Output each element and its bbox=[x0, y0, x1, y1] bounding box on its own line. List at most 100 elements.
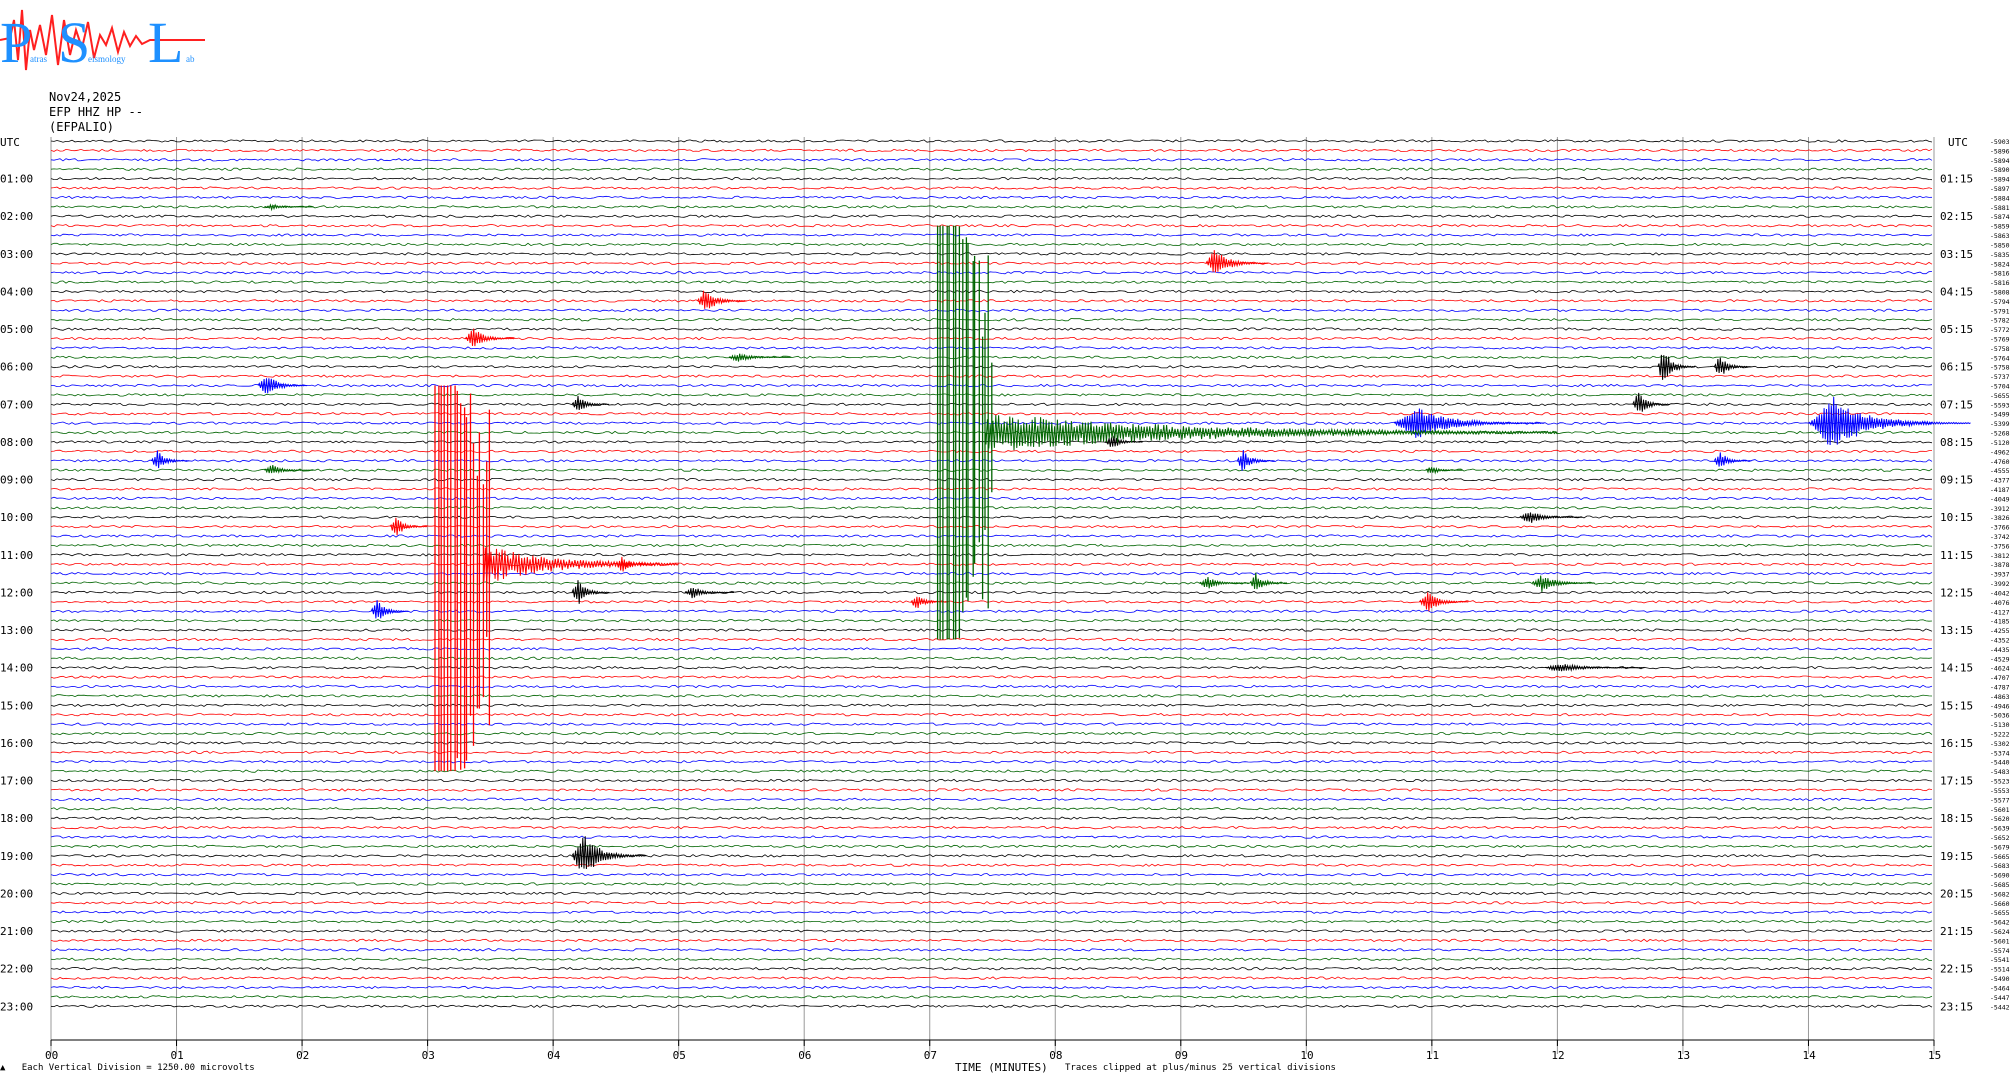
seismic-event bbox=[1531, 575, 1595, 593]
trace-offset-label: -5894 bbox=[1990, 157, 2010, 165]
trace-offset-label: -5835 bbox=[1990, 251, 2010, 259]
psl-logo: P atras S eismology L ab bbox=[0, 9, 205, 75]
hour-label-right: 17:15 bbox=[1940, 775, 1973, 788]
trace-line bbox=[50, 854, 1933, 858]
trace-line bbox=[50, 609, 1933, 613]
date-label: Nov24,2025 bbox=[49, 90, 122, 104]
logo-small-text-1: atras bbox=[30, 54, 47, 64]
trace-line bbox=[50, 684, 1933, 689]
trace-line bbox=[50, 299, 1933, 303]
seismic-event bbox=[1418, 592, 1469, 612]
hour-label-left: 17:00 bbox=[0, 775, 33, 788]
hour-label-right: 18:15 bbox=[1940, 812, 1973, 825]
axis-layer: UTC UTC 01:00 02:00 03:00 04:00 05:00 06:00 07:0… bbox=[0, 136, 2010, 1062]
trace-offset-label: -5374 bbox=[1990, 749, 2010, 757]
trace-offset-label: -4127 bbox=[1990, 608, 2010, 616]
hour-label-right: 21:15 bbox=[1940, 925, 1973, 938]
event-coda bbox=[483, 547, 679, 584]
hour-label-left: 18:00 bbox=[0, 812, 33, 825]
hour-label-right: 13:15 bbox=[1940, 624, 1973, 637]
trace-offset-label: -5791 bbox=[1990, 307, 2010, 315]
seismic-event bbox=[1632, 392, 1671, 412]
trace-line bbox=[50, 628, 1933, 632]
trace-offset-label: -5769 bbox=[1990, 336, 2010, 344]
logo-wave bbox=[0, 9, 205, 71]
trace-line bbox=[50, 158, 1933, 162]
trace-line bbox=[50, 534, 1933, 538]
trace-line bbox=[50, 797, 1933, 801]
trace-offset-label: -5683 bbox=[1990, 862, 2010, 870]
event-coda bbox=[985, 414, 1558, 451]
trace-offset-label: -5704 bbox=[1990, 383, 2010, 391]
hour-label-left: 04:00 bbox=[0, 285, 33, 298]
trace-offset-label: -4255 bbox=[1990, 627, 2010, 635]
trace-offset-label: -5464 bbox=[1990, 984, 2010, 992]
trace-offset-label: -5442 bbox=[1990, 1003, 2010, 1011]
trace-offset-label: -5679 bbox=[1990, 843, 2010, 851]
hour-label-right: 08:15 bbox=[1940, 436, 1973, 449]
trace-offset-label: -3826 bbox=[1990, 514, 2010, 522]
station-label: EFP HHZ HP -- bbox=[49, 105, 143, 119]
station-header: Nov24,2025 EFP HHZ HP -- (EFPALIO) bbox=[49, 90, 143, 135]
trace-offset-label: -4760 bbox=[1990, 458, 2010, 466]
hour-label-left: 02:00 bbox=[0, 210, 33, 223]
trace-line bbox=[50, 901, 1933, 905]
trace-line bbox=[50, 722, 1933, 726]
trace-offset-label: -5824 bbox=[1990, 260, 2010, 268]
trace-line bbox=[50, 167, 1933, 171]
hour-label-left: 06:00 bbox=[0, 361, 33, 374]
hour-label-left: 19:00 bbox=[0, 850, 33, 863]
trace-offset-label: -5863 bbox=[1990, 232, 2010, 240]
trace-line bbox=[50, 816, 1933, 820]
trace-line bbox=[50, 1004, 1933, 1008]
event-layer bbox=[150, 203, 1971, 870]
trace-line bbox=[50, 308, 1933, 312]
x-tick-label: 15 bbox=[1928, 1049, 1941, 1062]
trace-line bbox=[50, 600, 1933, 604]
trace-offset-label: -5816 bbox=[1990, 279, 2010, 287]
trace-line bbox=[50, 318, 1933, 322]
trace-offset-label: -5903 bbox=[1990, 138, 2010, 146]
trace-line bbox=[50, 355, 1933, 359]
seismic-event bbox=[264, 465, 314, 474]
trace-line bbox=[50, 910, 1933, 914]
trace-line bbox=[50, 948, 1933, 952]
seismic-event bbox=[264, 203, 314, 212]
trace-layer bbox=[50, 139, 1933, 1008]
trace-line bbox=[50, 506, 1933, 510]
x-tick-label: 04 bbox=[547, 1049, 561, 1062]
x-tick-label: 06 bbox=[798, 1049, 811, 1062]
trace-line bbox=[50, 882, 1933, 886]
trace-offset-label: -4529 bbox=[1990, 655, 2010, 663]
trace-offset-label: -4076 bbox=[1990, 599, 2010, 607]
trace-line bbox=[50, 176, 1933, 181]
hour-label-right: 20:15 bbox=[1940, 887, 1973, 900]
hour-label-left: 15:00 bbox=[0, 699, 33, 712]
hour-label-right: 02:15 bbox=[1940, 210, 1973, 223]
hour-label-right: 15:15 bbox=[1940, 699, 1973, 712]
hour-label-right: 10:15 bbox=[1940, 511, 1973, 524]
hour-label-left: 14:00 bbox=[0, 662, 33, 675]
trace-offset-label: -5620 bbox=[1990, 815, 2010, 823]
trace-offset-label: -4435 bbox=[1990, 646, 2010, 654]
logo-letter-p: P bbox=[0, 10, 32, 75]
hour-label-left: 03:00 bbox=[0, 248, 33, 261]
trace-line bbox=[50, 985, 1933, 990]
trace-line bbox=[50, 807, 1933, 811]
vertical-division-note: ▲ Each Vertical Division = 1250.00 micro… bbox=[0, 1063, 255, 1073]
seismic-event bbox=[1544, 663, 1645, 673]
trace-offset-label: -5120 bbox=[1990, 439, 2010, 447]
trace-offset-label: -3742 bbox=[1990, 533, 2010, 541]
minute-grid bbox=[50, 137, 1935, 1054]
trace-offset-label: -3766 bbox=[1990, 524, 2010, 532]
trace-line bbox=[50, 496, 1933, 501]
x-tick-label: 02 bbox=[296, 1049, 309, 1062]
seismic-event bbox=[1249, 572, 1288, 590]
trace-offset-label: -5682 bbox=[1990, 890, 2010, 898]
seismic-event bbox=[1425, 466, 1463, 475]
trace-line bbox=[50, 139, 1933, 143]
x-tick-label: 11 bbox=[1426, 1049, 1439, 1062]
trace-offset-label: -4946 bbox=[1990, 702, 2010, 710]
trace-line bbox=[50, 327, 1933, 331]
x-tick-label: 07 bbox=[924, 1049, 937, 1062]
